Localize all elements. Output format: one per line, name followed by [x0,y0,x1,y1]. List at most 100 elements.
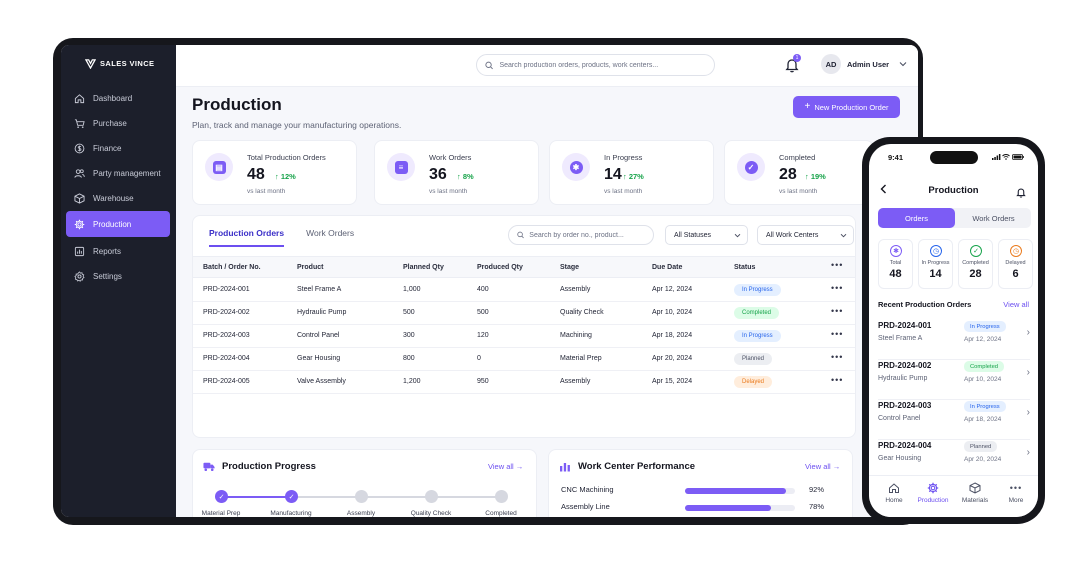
bottom-nav-production[interactable]: Production [913,482,953,504]
column-header-order[interactable]: Batch / Order No. [203,264,261,271]
stat-completed: ✓ Completed 28 ↑ 19% vs last month [724,140,874,205]
performance-view-all-link[interactable]: View all → [805,462,841,471]
sidebar-item-finance[interactable]: Finance [66,136,170,161]
column-header-status[interactable]: Status [734,264,756,271]
gear-icon [74,219,85,229]
table-row[interactable]: PRD-2024-003 Control Panel 300 120 Machining… [193,325,855,348]
due-date: Apr 12, 2024 [964,336,1002,343]
phone-notifications-button[interactable] [1016,185,1026,198]
row-actions-icon[interactable]: ••• [831,283,844,293]
status-badge: Completed [964,361,1005,372]
list-item[interactable]: PRD-2024-004 Gear Housing Planned Apr 20, 2… [878,440,1030,480]
tablet-screen: SALES VINCE Dashboard Purchase Finance [61,45,918,517]
column-header-product[interactable]: Product [297,264,324,271]
sidebar-item-label: Production [93,219,132,229]
column-header-due-date[interactable]: Due Date [652,264,683,271]
stat-delta-value: 19% [810,172,826,181]
production-progress-title: Production Progress [222,461,316,472]
dollar-icon [74,143,85,154]
stat-label: Total Production Orders [247,153,326,162]
recent-view-all-link[interactable]: View all [1003,300,1029,309]
stat-label: Completed [779,153,816,162]
notifications-button[interactable]: 1 [785,54,801,73]
product-name: Hydraulic Pump [878,375,928,382]
sidebar-item-reports[interactable]: Reports [66,239,170,264]
order-number: PRD-2024-001 [878,321,932,330]
settings-icon [74,271,85,282]
tab-production-orders[interactable]: Production Orders [209,228,285,247]
due-date: Apr 20, 2024 [652,355,693,362]
step-name: Material Prep [201,510,241,517]
sidebar-item-warehouse[interactable]: Warehouse [66,186,170,211]
clipboard-icon: ≡ [387,153,415,181]
back-button[interactable] [880,184,887,197]
sidebar-item-production[interactable]: Production [66,211,170,237]
avatar: AD [821,54,841,74]
order-number: PRD-2024-003 [203,332,250,339]
sidebar-item-party-management[interactable]: Party management [66,161,170,186]
work-center-filter-select[interactable]: All Work Centers [757,225,854,245]
stage: Assembly [560,378,591,385]
progress-connector [431,496,501,498]
performance-bar-track [685,505,795,511]
sidebar-item-settings[interactable]: Settings [66,264,170,289]
stat-total-production-orders: ▤ Total Production Orders 48 ↑ 12% vs la… [192,140,357,205]
sidebar-item-dashboard[interactable]: Dashboard [66,86,170,111]
bottom-nav-materials[interactable]: Materials [955,482,995,504]
bar-chart-icon [560,463,570,472]
planned-qty: 1,200 [403,378,421,385]
column-header-planned-qty[interactable]: Planned Qty [403,264,444,271]
new-production-order-button[interactable]: + New Production Order [793,96,900,118]
status-filter-select[interactable]: All Statuses [665,225,748,245]
bottom-nav-home[interactable]: Home [874,482,914,504]
list-item[interactable]: PRD-2024-001 Steel Frame A In Progress Apr … [878,320,1030,360]
segment-work-orders[interactable]: Work Orders [972,213,1015,223]
table-row[interactable]: PRD-2024-005 Valve Assembly 1,200 950 Assemb… [193,371,855,394]
bottom-nav-more[interactable]: ••• More [996,482,1036,504]
progress-connector [361,496,431,498]
logo-mark-icon [85,59,96,69]
list-item[interactable]: PRD-2024-002 Hydraulic Pump Completed Apr 1… [878,360,1030,400]
row-actions-icon[interactable]: ••• [831,329,844,339]
phone-screen: 9:41 Production Orders Work Orders ✱ Tota… [869,144,1038,517]
phone-stat-value: 6 [1012,268,1019,280]
brand-name: SALES VINCE [100,59,155,68]
more-icon[interactable]: ••• [831,260,844,270]
stat-in-progress: ✱ In Progress 14 ↑ 27% vs last month [549,140,714,205]
row-actions-icon[interactable]: ••• [831,306,844,316]
produced-qty: 0 [477,355,481,362]
phone-stat-card[interactable]: ✓ Completed 28 [958,239,993,289]
column-header-produced-qty[interactable]: Produced Qty [477,264,523,271]
sidebar-item-purchase[interactable]: Purchase [66,111,170,136]
tab-work-orders[interactable]: Work Orders [306,228,355,238]
list-item[interactable]: PRD-2024-003 Control Panel In Progress Apr … [878,400,1030,440]
row-actions-icon[interactable]: ••• [831,352,844,362]
stat-delta: ↑ 8% [457,172,474,181]
table-row[interactable]: PRD-2024-001 Steel Frame A 1,000 400 Assembl… [193,279,855,302]
user-menu[interactable]: AD Admin User [821,54,907,74]
phone-stat-card[interactable]: ◷ Delayed 6 [998,239,1033,289]
dynamic-island [930,151,978,164]
due-date: Apr 12, 2024 [652,286,693,293]
row-actions-icon[interactable]: ••• [831,375,844,385]
status-badge: Planned [964,441,998,452]
progress-view-all-link[interactable]: View all → [488,462,524,471]
chevron-right-icon: › [1026,367,1030,378]
table-row[interactable]: PRD-2024-002 Hydraulic Pump 500 500 Quality … [193,302,855,325]
bell-icon [1016,188,1026,198]
recent-orders-title: Recent Production Orders [878,300,972,309]
segment-orders[interactable]: Orders [878,208,955,228]
table-row[interactable]: PRD-2024-004 Gear Housing 800 0 Material Pre… [193,348,855,371]
factory-icon: ▤ [205,153,233,181]
status-badge: Completed [734,307,780,319]
phone-stat-card[interactable]: ✱ Total 48 [878,239,913,289]
plus-icon: + [804,101,811,112]
phone-stat-card[interactable]: ◷ In Progress 14 [918,239,953,289]
product-name: Gear Housing [878,455,922,462]
product-name: Steel Frame A [297,286,342,293]
gear-icon: ✱ [562,153,590,181]
column-header-stage[interactable]: Stage [560,264,580,271]
order-number: PRD-2024-004 [203,355,250,362]
global-search-input[interactable] [499,61,714,69]
orders-search-input[interactable] [529,231,653,239]
